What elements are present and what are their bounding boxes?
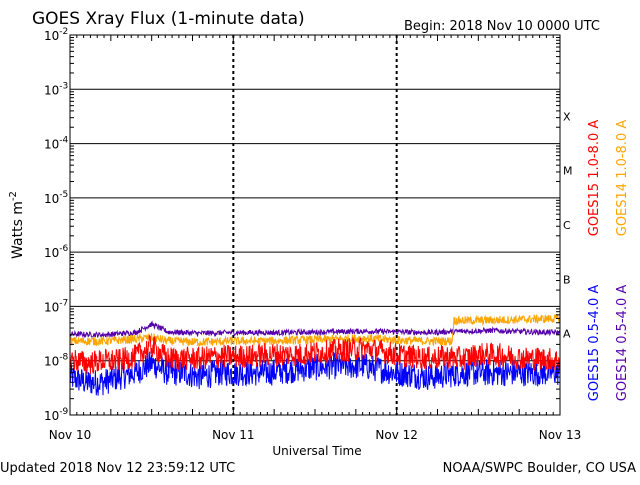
chart-title: GOES Xray Flux (1-minute data) bbox=[32, 9, 305, 29]
series-line bbox=[69, 314, 561, 347]
series-group bbox=[69, 314, 561, 396]
y-tick-label: 10-5 bbox=[44, 190, 68, 206]
updated-footer: Updated 2018 Nov 12 23:59:12 UTC bbox=[0, 461, 235, 476]
legend: GOES15 1.0-8.0 A GOES14 1.0-8.0 A GOES15 0… bbox=[587, 120, 630, 402]
flare-class-label: X bbox=[563, 110, 571, 123]
legend-label: GOES14 0.5-4.0 A bbox=[615, 285, 630, 402]
x-tick-label: Nov 10 bbox=[49, 428, 92, 442]
series-line bbox=[69, 335, 561, 375]
y-tick-label: 10-2 bbox=[44, 27, 68, 43]
legend-label: GOES15 0.5-4.0 A bbox=[587, 285, 602, 402]
flare-class-label: C bbox=[563, 219, 571, 232]
flare-class-label: M bbox=[563, 165, 573, 178]
y-tick-label: 10-4 bbox=[44, 136, 69, 152]
x-tick-label: Nov 12 bbox=[375, 428, 418, 442]
flare-class-label: A bbox=[563, 328, 571, 341]
axes: Nov 10 Nov 11 Nov 12 Nov 13 10-9 10-8 10-7 10-6… bbox=[8, 27, 581, 442]
x-tick-label: Nov 11 bbox=[212, 428, 255, 442]
flare-class-label: B bbox=[563, 273, 571, 286]
credit-footer: NOAA/SWPC Boulder, CO USA bbox=[443, 461, 636, 476]
y-tick-label: 10-7 bbox=[44, 298, 68, 314]
y-axis-label: Watts m-2 bbox=[8, 191, 26, 259]
series-line bbox=[69, 320, 561, 339]
series-line bbox=[69, 351, 561, 396]
y-tick-label: 10-3 bbox=[44, 81, 68, 97]
x-axis-label: Universal Time bbox=[272, 444, 361, 458]
y-tick-label: 10-9 bbox=[44, 407, 69, 423]
y-tick-label: 10-8 bbox=[44, 353, 69, 369]
y-tick-label: 10-6 bbox=[44, 244, 69, 260]
x-tick-label: Nov 13 bbox=[539, 428, 582, 442]
legend-label: GOES14 1.0-8.0 A bbox=[615, 120, 630, 237]
begin-label: Begin: 2018 Nov 10 0000 UTC bbox=[404, 19, 600, 34]
legend-label: GOES15 1.0-8.0 A bbox=[587, 120, 602, 237]
grid bbox=[70, 35, 560, 415]
